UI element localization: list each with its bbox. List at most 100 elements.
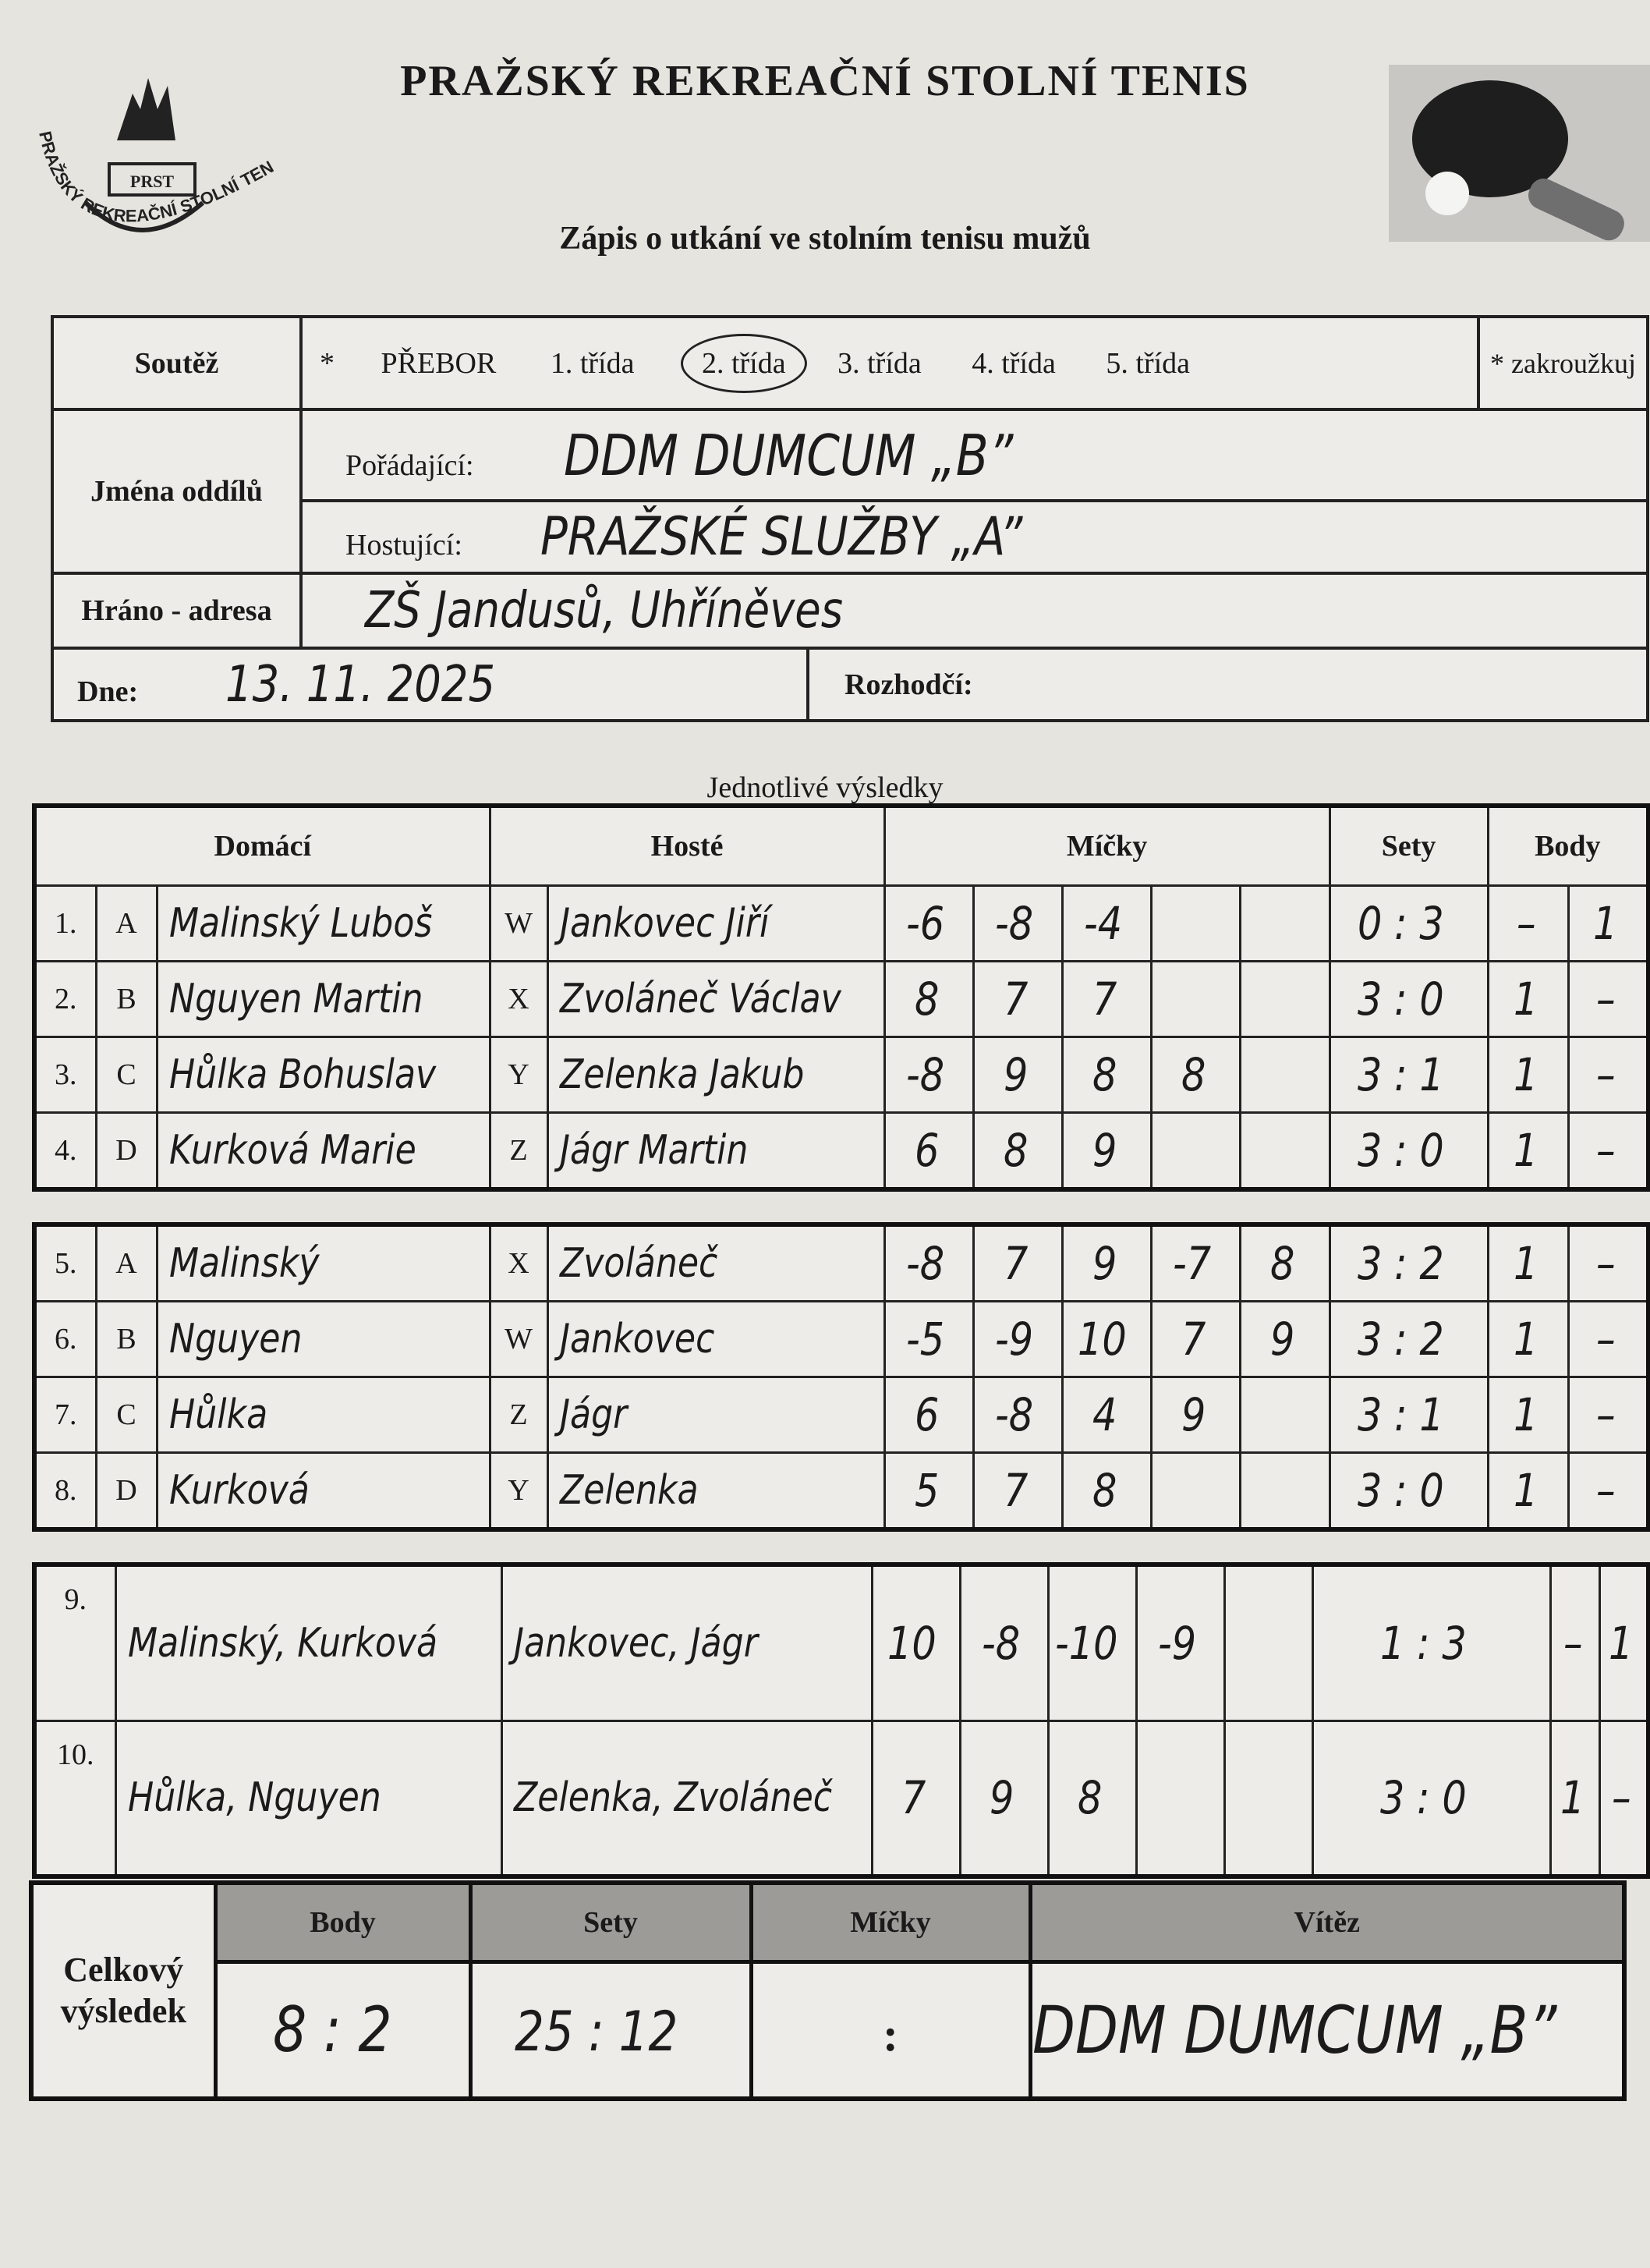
guest-point[interactable]: 1 bbox=[1567, 884, 1650, 962]
home-player[interactable]: Hůlka Bohuslav bbox=[155, 1036, 491, 1114]
guest-player[interactable]: Jágr bbox=[546, 1376, 886, 1454]
home-player[interactable]: Hůlka bbox=[155, 1376, 491, 1454]
ball-score[interactable]: 9 bbox=[1060, 1111, 1153, 1191]
sets-score[interactable]: 3 : 0 bbox=[1328, 960, 1489, 1038]
ball-score[interactable]: 8 bbox=[1149, 1036, 1241, 1114]
class-option-prebor[interactable]: PŘEBOR bbox=[381, 346, 497, 380]
ball-score[interactable]: 9 bbox=[1149, 1376, 1241, 1454]
guest-pair[interactable]: Zelenka, Zvoláneč bbox=[500, 1719, 873, 1878]
ball-score[interactable]: -6 bbox=[883, 884, 975, 962]
ball-score[interactable]: 6 bbox=[883, 1376, 975, 1454]
ball-score[interactable]: 5 bbox=[883, 1451, 975, 1531]
home-point[interactable]: 1 bbox=[1486, 1111, 1570, 1191]
ball-score[interactable] bbox=[1238, 884, 1331, 962]
sets-score[interactable]: 0 : 3 bbox=[1328, 884, 1489, 962]
home-point[interactable]: 1 bbox=[1549, 1719, 1601, 1878]
guest-player[interactable]: Zelenka bbox=[546, 1451, 886, 1531]
guest-player[interactable]: Zelenka Jakub bbox=[546, 1036, 886, 1114]
ball-score[interactable]: -8 bbox=[883, 1036, 975, 1114]
home-point[interactable]: 1 bbox=[1486, 1376, 1570, 1454]
sets-score[interactable]: 3 : 0 bbox=[1328, 1451, 1489, 1531]
home-player[interactable]: Malinský Luboš bbox=[155, 884, 491, 962]
home-point[interactable]: – bbox=[1486, 884, 1570, 962]
guest-player[interactable]: Jankovec bbox=[546, 1300, 886, 1378]
ball-score[interactable]: 8 bbox=[883, 960, 975, 1038]
ball-score[interactable]: 8 bbox=[1060, 1036, 1153, 1114]
ball-score[interactable]: -10 bbox=[1046, 1563, 1138, 1722]
home-point[interactable]: 1 bbox=[1486, 960, 1570, 1038]
class-option-2-selected[interactable]: 2. třída bbox=[680, 333, 807, 393]
ball-score[interactable]: 8 bbox=[1060, 1451, 1153, 1531]
ball-score[interactable]: 9 bbox=[958, 1719, 1050, 1878]
home-player[interactable]: Kurková Marie bbox=[155, 1111, 491, 1191]
sets-score[interactable]: 1 : 3 bbox=[1311, 1563, 1552, 1722]
ball-score[interactable]: 10 bbox=[1060, 1300, 1153, 1378]
date-value[interactable]: 13. 11. 2025 bbox=[225, 655, 495, 714]
guest-point[interactable]: 1 bbox=[1598, 1563, 1650, 1722]
ball-score[interactable]: 7 bbox=[972, 960, 1064, 1038]
ball-score[interactable]: 8 bbox=[1046, 1719, 1138, 1878]
home-point[interactable]: 1 bbox=[1486, 1223, 1570, 1302]
ball-score[interactable] bbox=[1135, 1719, 1226, 1878]
ball-score[interactable]: 6 bbox=[883, 1111, 975, 1191]
guest-point[interactable]: – bbox=[1598, 1719, 1650, 1878]
ball-score[interactable]: -9 bbox=[972, 1300, 1064, 1378]
summary-balls-value[interactable]: : bbox=[883, 2008, 898, 2061]
home-point[interactable]: – bbox=[1549, 1563, 1601, 1722]
guest-pair[interactable]: Jankovec, Jágr bbox=[500, 1563, 873, 1722]
ball-score[interactable]: -8 bbox=[883, 1223, 975, 1302]
sets-score[interactable]: 3 : 1 bbox=[1328, 1036, 1489, 1114]
sets-score[interactable]: 3 : 2 bbox=[1328, 1223, 1489, 1302]
guest-point[interactable]: – bbox=[1567, 1451, 1650, 1531]
ball-score[interactable] bbox=[1223, 1563, 1314, 1722]
home-point[interactable]: 1 bbox=[1486, 1451, 1570, 1531]
guest-point[interactable]: – bbox=[1567, 1300, 1650, 1378]
ball-score[interactable]: 7 bbox=[972, 1223, 1064, 1302]
summary-winner-value[interactable]: DDM DUMCUM „B” bbox=[1032, 1992, 1556, 2068]
home-player[interactable]: Malinský bbox=[155, 1223, 491, 1302]
ball-score[interactable] bbox=[1149, 884, 1241, 962]
home-pair[interactable]: Malinský, Kurková bbox=[114, 1563, 503, 1722]
ball-score[interactable]: -4 bbox=[1060, 884, 1153, 962]
ball-score[interactable]: 7 bbox=[972, 1451, 1064, 1531]
ball-score[interactable] bbox=[1149, 960, 1241, 1038]
ball-score[interactable] bbox=[1149, 1451, 1241, 1531]
summary-sets-value[interactable]: 25 : 12 bbox=[514, 1999, 678, 2064]
ball-score[interactable]: 10 bbox=[870, 1563, 961, 1722]
ball-score[interactable]: 9 bbox=[1238, 1300, 1331, 1378]
guest-player[interactable]: Zvoláneč Václav bbox=[546, 960, 886, 1038]
home-team-value[interactable]: DDM DUMCUM „B” bbox=[563, 422, 1013, 488]
guest-point[interactable]: – bbox=[1567, 1111, 1650, 1191]
class-option-1[interactable]: 1. třída bbox=[550, 346, 635, 380]
ball-score[interactable]: 8 bbox=[1238, 1223, 1331, 1302]
ball-score[interactable] bbox=[1238, 1376, 1331, 1454]
ball-score[interactable]: -8 bbox=[958, 1563, 1050, 1722]
guest-point[interactable]: – bbox=[1567, 1376, 1650, 1454]
venue-value[interactable]: ZŠ Jandusů, Uhříněves bbox=[365, 582, 844, 640]
home-player[interactable]: Nguyen Martin bbox=[155, 960, 491, 1038]
ball-score[interactable] bbox=[1149, 1111, 1241, 1191]
home-player[interactable]: Nguyen bbox=[155, 1300, 491, 1378]
ball-score[interactable] bbox=[1238, 960, 1331, 1038]
guest-player[interactable]: Zvoláneč bbox=[546, 1223, 886, 1302]
guest-player[interactable]: Jankovec Jiří bbox=[546, 884, 886, 962]
ball-score[interactable]: -9 bbox=[1135, 1563, 1226, 1722]
ball-score[interactable] bbox=[1238, 1036, 1331, 1114]
ball-score[interactable]: -7 bbox=[1149, 1223, 1241, 1302]
guest-team-value[interactable]: PRAŽSKÉ SLUŽBY „A” bbox=[540, 506, 1023, 568]
ball-score[interactable] bbox=[1238, 1111, 1331, 1191]
ball-score[interactable]: 4 bbox=[1060, 1376, 1153, 1454]
home-point[interactable]: 1 bbox=[1486, 1036, 1570, 1114]
guest-point[interactable]: – bbox=[1567, 1223, 1650, 1302]
sets-score[interactable]: 3 : 2 bbox=[1328, 1300, 1489, 1378]
ball-score[interactable]: -8 bbox=[972, 1376, 1064, 1454]
sets-score[interactable]: 3 : 0 bbox=[1311, 1719, 1552, 1878]
guest-player[interactable]: Jágr Martin bbox=[546, 1111, 886, 1191]
ball-score[interactable]: -5 bbox=[883, 1300, 975, 1378]
guest-point[interactable]: – bbox=[1567, 1036, 1650, 1114]
home-point[interactable]: 1 bbox=[1486, 1300, 1570, 1378]
ball-score[interactable]: 9 bbox=[1060, 1223, 1153, 1302]
summary-points-value[interactable]: 8 : 2 bbox=[272, 1993, 392, 2066]
ball-score[interactable] bbox=[1223, 1719, 1314, 1878]
ball-score[interactable]: 9 bbox=[972, 1036, 1064, 1114]
